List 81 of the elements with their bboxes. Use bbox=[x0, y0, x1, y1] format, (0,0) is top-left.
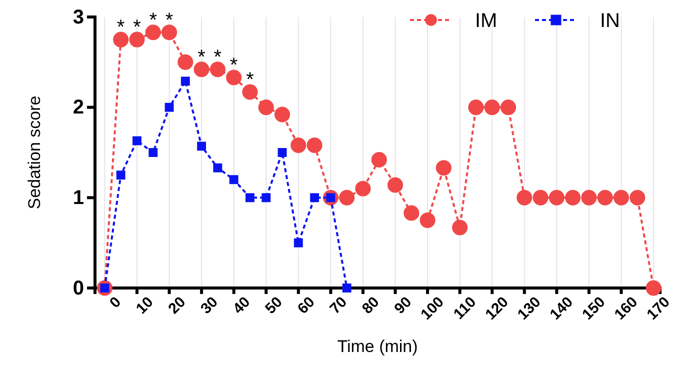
point bbox=[294, 238, 303, 248]
x-tick-label: 120 bbox=[482, 294, 512, 324]
y-tick-label: 1 bbox=[72, 187, 84, 210]
x-tick-label: 70 bbox=[326, 294, 350, 318]
point bbox=[342, 284, 352, 292]
x-tick-label: 50 bbox=[262, 294, 286, 318]
y-tick-label: 3 bbox=[72, 6, 84, 28]
x-tick-label: 160 bbox=[611, 294, 642, 324]
annotation: * bbox=[214, 46, 222, 68]
point bbox=[387, 177, 404, 193]
point bbox=[246, 193, 254, 202]
point bbox=[129, 32, 145, 48]
x-tick-label: 30 bbox=[198, 294, 222, 318]
point bbox=[180, 76, 190, 86]
point bbox=[178, 54, 194, 70]
x-tick-label: 140 bbox=[546, 294, 576, 324]
point bbox=[278, 148, 287, 157]
point bbox=[339, 190, 355, 206]
x-tick-label: 110 bbox=[450, 294, 480, 323]
point bbox=[484, 100, 500, 116]
point bbox=[452, 220, 468, 236]
point bbox=[210, 62, 226, 78]
x-tick-label: 20 bbox=[165, 294, 190, 318]
point bbox=[500, 100, 516, 116]
y-tick-label: 0 bbox=[72, 277, 84, 300]
x-tick-label: 40 bbox=[230, 294, 254, 318]
point bbox=[404, 205, 420, 221]
legend-label: IM bbox=[475, 10, 498, 32]
annotation: * bbox=[198, 46, 206, 68]
point bbox=[548, 190, 564, 206]
point bbox=[113, 32, 129, 48]
annotation: * bbox=[246, 68, 254, 91]
annotation: * bbox=[230, 54, 238, 77]
point bbox=[597, 190, 613, 206]
point bbox=[532, 190, 548, 206]
x-tick-label: 170 bbox=[644, 294, 674, 324]
x-tick-label: 90 bbox=[391, 294, 416, 318]
x-tick-label: 130 bbox=[514, 294, 544, 324]
point bbox=[161, 24, 178, 40]
point bbox=[516, 190, 532, 206]
point bbox=[290, 138, 306, 154]
point bbox=[258, 100, 274, 116]
point bbox=[229, 175, 238, 184]
point bbox=[310, 193, 320, 202]
point bbox=[164, 102, 174, 112]
point bbox=[213, 163, 222, 172]
point bbox=[630, 190, 646, 206]
point bbox=[613, 190, 630, 206]
point bbox=[132, 136, 142, 146]
annotation: * bbox=[116, 16, 125, 39]
y-tick-label: 2 bbox=[72, 96, 84, 119]
point bbox=[581, 190, 597, 206]
point bbox=[145, 24, 161, 40]
annotation: * bbox=[165, 9, 174, 32]
point bbox=[148, 148, 158, 157]
y-axis-title: Sedation score bbox=[25, 96, 44, 210]
point bbox=[565, 190, 581, 206]
x-axis-title: Time (min) bbox=[337, 337, 418, 356]
point bbox=[274, 106, 290, 122]
point bbox=[646, 280, 662, 296]
point bbox=[226, 70, 242, 86]
annotation: * bbox=[133, 16, 142, 39]
point bbox=[355, 180, 371, 196]
x-tick-label: 150 bbox=[579, 294, 609, 324]
point bbox=[420, 212, 436, 228]
x-tick-label: 80 bbox=[358, 294, 383, 318]
point bbox=[262, 193, 271, 202]
point bbox=[371, 152, 387, 168]
x-tick-label: 10 bbox=[132, 294, 157, 318]
point bbox=[306, 138, 322, 154]
legend-label: IN bbox=[600, 10, 620, 32]
annotation: * bbox=[149, 9, 158, 32]
point bbox=[436, 160, 452, 176]
point bbox=[468, 100, 484, 116]
x-tick-label: 0 bbox=[106, 294, 124, 312]
point bbox=[242, 84, 258, 100]
point bbox=[197, 142, 206, 151]
x-tick-label: 60 bbox=[294, 294, 318, 318]
point bbox=[116, 170, 126, 180]
point bbox=[194, 62, 210, 78]
x-tick-label: 100 bbox=[418, 294, 448, 324]
